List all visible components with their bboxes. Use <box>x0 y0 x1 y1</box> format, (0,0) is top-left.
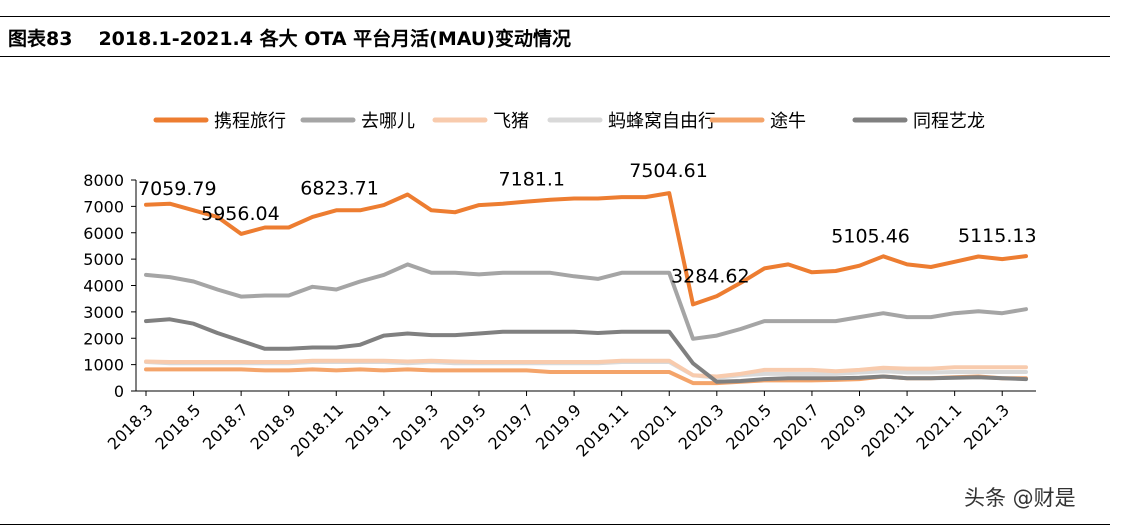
title-top-rule <box>0 16 1110 17</box>
data-label: 3284.62 <box>671 265 750 287</box>
footer-rule <box>0 524 1110 525</box>
data-label: 7504.61 <box>629 160 708 182</box>
x-tick-label: 2019.7 <box>484 400 537 453</box>
x-tick-label: 2020.3 <box>675 400 728 453</box>
series-line-5 <box>144 317 1028 384</box>
x-tick-label: 2018.5 <box>151 400 204 453</box>
title-bottom-rule <box>0 56 1110 57</box>
figure-title-text: 2018.1-2021.4 各大 OTA 平台月活(MAU)变动情况 <box>98 28 571 50</box>
x-tick-label: 2019.1 <box>342 400 395 453</box>
y-tick-label: 0 <box>114 382 124 401</box>
data-label: 5105.46 <box>831 225 910 247</box>
legend-label: 飞猪 <box>493 111 529 132</box>
figure-label: 图表83 <box>8 28 73 50</box>
data-label: 6823.71 <box>300 177 379 199</box>
y-tick-label: 4000 <box>83 277 124 296</box>
legend-label: 途牛 <box>770 111 806 132</box>
y-tick-label: 3000 <box>83 303 124 322</box>
data-label: 5115.13 <box>958 225 1037 247</box>
y-tick-label: 8000 <box>83 171 124 190</box>
x-tick-label: 2019.5 <box>437 400 490 453</box>
legend-label: 同程艺龙 <box>913 111 985 132</box>
x-tick-label: 2018.11 <box>287 400 347 460</box>
x-tick-label: 2020.5 <box>722 400 775 453</box>
y-tick-label: 2000 <box>83 329 124 348</box>
x-tick-label: 2021.1 <box>912 400 965 453</box>
y-tick-label: 1000 <box>83 356 124 375</box>
legend-label: 蚂蜂窝自由行 <box>608 111 716 132</box>
figure-title: 图表83 2018.1-2021.4 各大 OTA 平台月活(MAU)变动情况 <box>8 24 571 51</box>
watermark-text: 头条 @财是 <box>964 486 1076 510</box>
y-tick-label: 7000 <box>83 197 124 216</box>
y-tick-label: 6000 <box>83 224 124 243</box>
x-tick-label: 2020.11 <box>858 400 918 460</box>
y-tick-label: 5000 <box>83 250 124 269</box>
x-tick-label: 2019.3 <box>389 400 442 453</box>
series-line-2 <box>144 358 1028 379</box>
data-label: 5956.04 <box>201 203 280 225</box>
chart-series <box>144 191 1028 386</box>
chart-data-labels: 7059.79 5956.04 6823.71 7181.1 7504.61 3284.6… <box>138 160 1037 287</box>
x-tick-label: 2018.3 <box>104 400 157 453</box>
x-tick-label: 2019.11 <box>572 400 632 460</box>
series-line-0 <box>144 191 1028 307</box>
x-tick-label: 2020.7 <box>770 400 823 453</box>
x-tick-label: 2021.3 <box>960 400 1013 453</box>
legend-label: 去哪儿 <box>361 111 415 132</box>
data-label: 7059.79 <box>138 178 217 200</box>
data-label: 7181.1 <box>499 169 565 191</box>
series-line-1 <box>144 262 1028 341</box>
legend-label: 携程旅行 <box>214 111 286 132</box>
chart-legend: 携程旅行 去哪儿 飞猪 蚂蜂窝自由行 途牛 同程艺龙 <box>153 111 985 132</box>
x-tick-label: 2018.7 <box>199 400 252 453</box>
x-tick-label: 2020.1 <box>627 400 680 453</box>
